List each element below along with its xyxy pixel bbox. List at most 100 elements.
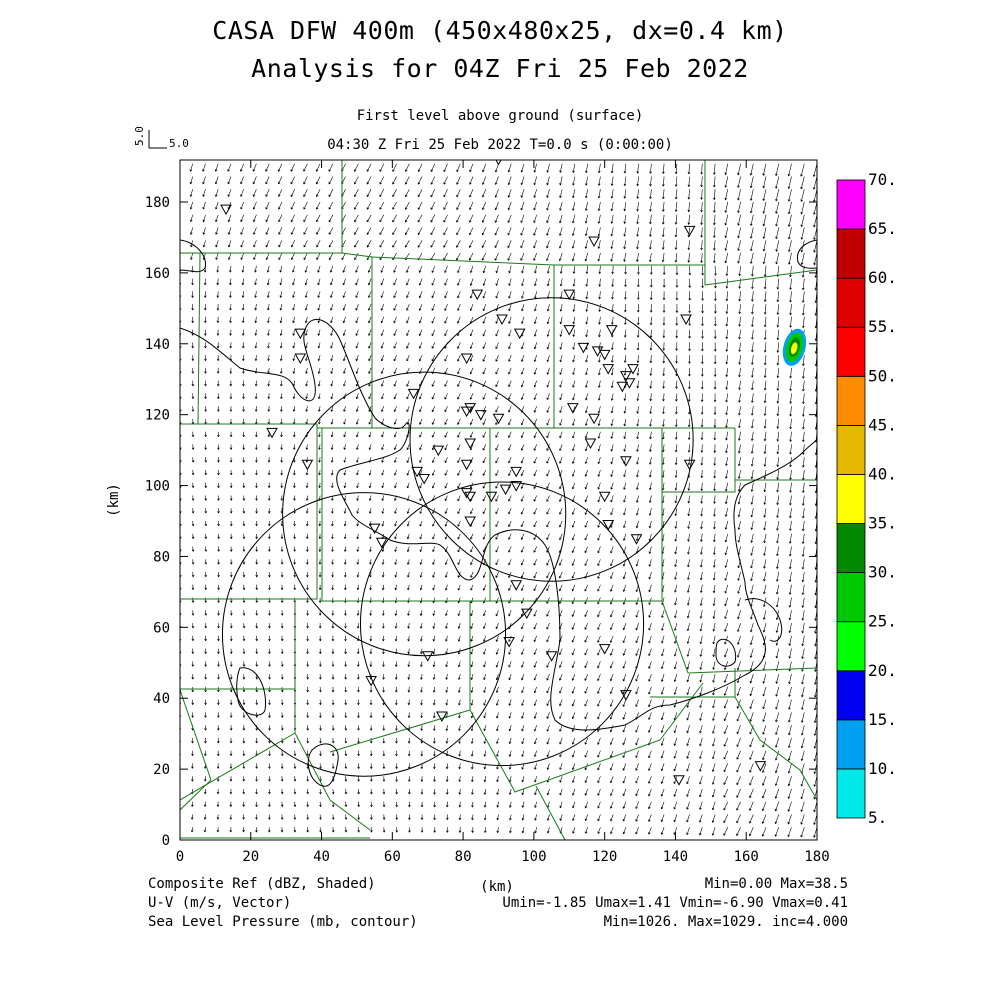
colorbar-label: 10. xyxy=(868,759,897,778)
level-label: First level above ground (surface) xyxy=(356,108,644,124)
colorbar-swatch xyxy=(836,326,866,377)
station-marker xyxy=(432,445,445,457)
station-marker xyxy=(616,381,629,393)
footer-reflectivity-stats: Min=0.00 Max=38.5 xyxy=(704,876,848,892)
chart-subtitle: Analysis for 04Z Fri 25 Feb 2022 xyxy=(251,54,749,83)
y-axis-label: (km) xyxy=(106,483,122,517)
colorbar-label: 35. xyxy=(868,514,897,533)
station-marker xyxy=(464,403,477,414)
colorbar-label: 50. xyxy=(868,366,897,385)
colorbar: 5. 10. 15. 20. 25. 30. 35. 40. 45. 50. 55. 60. 65. 70… xyxy=(836,170,897,827)
colorbar-swatch xyxy=(836,277,866,328)
station-marker xyxy=(496,314,508,325)
station-marker xyxy=(368,523,381,535)
station-marker xyxy=(588,413,600,425)
colorbar-swatch xyxy=(836,621,866,672)
y-tick-label: 80 xyxy=(153,549,170,565)
station-marker xyxy=(591,346,604,357)
station-marker xyxy=(563,289,576,301)
station-marker xyxy=(630,534,643,545)
footer-pressure-stats: Min=1026. Max=1029. inc=4.000 xyxy=(603,914,848,930)
station-marker xyxy=(375,537,388,549)
time-label: 04:30 Z Fri 25 Feb 2022 T=0.0 s (0:00:00… xyxy=(327,137,673,153)
x-tick-label: 140 xyxy=(663,849,688,865)
y-tick-label: 40 xyxy=(153,691,170,707)
colorbar-swatch xyxy=(836,523,866,574)
colorbar-label: 20. xyxy=(868,661,897,680)
station-marker xyxy=(563,325,576,336)
radar-coverage-rings xyxy=(221,297,694,777)
footer-field-pressure: Sea Level Pressure (mb, contour) xyxy=(148,914,418,930)
observation-stations xyxy=(220,160,767,786)
colorbar-label: 40. xyxy=(868,464,897,483)
station-marker xyxy=(513,328,526,340)
footer-field-wind: U-V (m/s, Vector) xyxy=(148,895,292,911)
colorbar-swatch xyxy=(836,474,866,524)
colorbar-label: 55. xyxy=(868,317,897,336)
colorbar-label: 25. xyxy=(868,612,897,631)
y-tick-label: 120 xyxy=(145,408,170,424)
vector-scale-key: 5.0 5.0 xyxy=(133,126,189,150)
station-marker xyxy=(301,459,314,471)
station-marker xyxy=(598,644,611,655)
wind-vectors xyxy=(180,163,817,840)
x-tick-label: 160 xyxy=(734,849,759,865)
x-tick-label: 180 xyxy=(804,849,829,865)
station-marker xyxy=(683,459,696,471)
plot-frame xyxy=(179,159,818,841)
station-marker xyxy=(365,676,377,687)
station-marker xyxy=(598,349,611,361)
x-axis: 0 20 40 60 80 100 120 140 160 180 xyxy=(176,160,830,865)
y-axis: 0 20 40 60 80 100 120 140 160 180 xyxy=(145,195,817,849)
wind-vector-field xyxy=(180,163,817,840)
x-tick-label: 120 xyxy=(592,849,617,865)
colorbar-label: 15. xyxy=(868,710,897,729)
station-marker xyxy=(598,491,611,503)
station-marker xyxy=(421,651,434,662)
station-marker xyxy=(510,466,523,478)
colorbar-swatch xyxy=(836,424,866,475)
colorbar-swatch xyxy=(836,228,866,279)
station-marker xyxy=(510,481,523,492)
station-marker xyxy=(460,406,473,418)
colorbar-label: 70. xyxy=(868,170,897,189)
cell-core-35 xyxy=(790,342,798,355)
y-tick-label: 160 xyxy=(145,266,170,282)
station-marker xyxy=(471,289,484,301)
station-marker xyxy=(620,456,632,467)
x-tick-label: 80 xyxy=(455,849,472,865)
y-tick-label: 0 xyxy=(162,833,170,849)
station-marker xyxy=(418,473,431,485)
station-marker xyxy=(602,520,615,531)
station-marker xyxy=(566,403,579,414)
station-marker xyxy=(411,466,423,478)
chart-title: CASA DFW 400m (450x480x25, dx=0.4 km) xyxy=(212,16,788,45)
station-marker xyxy=(464,491,477,503)
station-marker xyxy=(266,427,278,439)
station-marker xyxy=(464,516,477,528)
station-marker xyxy=(460,488,473,499)
x-tick-label: 20 xyxy=(242,849,259,865)
vector-scale-rotated-label: 5.0 xyxy=(133,126,146,146)
colorbar-swatch xyxy=(836,670,866,721)
station-marker xyxy=(602,364,615,375)
colorbar-swatch xyxy=(836,719,866,770)
footer-field-reflectivity: Composite Ref (dBZ, Shaded) xyxy=(148,876,376,892)
footer-wind-stats: Umin=-1.85 Umax=1.41 Vmin=-6.90 Vmax=0.4… xyxy=(502,895,848,911)
station-marker xyxy=(485,491,498,503)
station-marker xyxy=(460,353,473,364)
station-marker xyxy=(499,484,512,496)
colorbar-swatch xyxy=(836,179,866,230)
y-tick-label: 20 xyxy=(153,762,170,778)
colorbar-label: 65. xyxy=(868,219,897,238)
station-marker xyxy=(492,413,505,425)
radar-ring xyxy=(359,481,645,767)
reflectivity-cell xyxy=(782,328,807,366)
county-boundaries xyxy=(180,160,817,840)
colorbar-swatch xyxy=(836,375,866,426)
radar-ring xyxy=(409,297,694,582)
station-marker xyxy=(605,325,618,336)
station-marker xyxy=(620,371,632,382)
station-marker xyxy=(503,637,515,648)
station-marker xyxy=(510,580,523,591)
